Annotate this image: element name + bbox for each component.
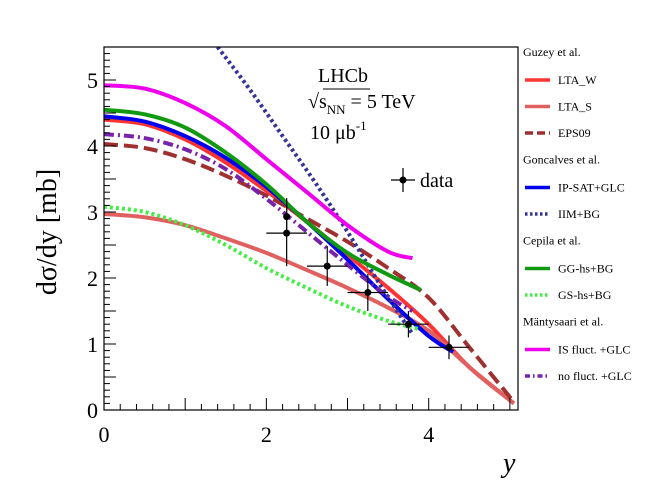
curve-gs-hs-bg	[104, 204, 422, 332]
curve-gg-hs-bg	[104, 107, 422, 292]
legend: Guzey et al. LTA_W LTA_S EPS09 Goncalves et …	[523, 45, 632, 383]
legend-label-gs-hs-bg: GS-hs+BG	[558, 288, 612, 302]
legend-group-header: Guzey et al.	[523, 45, 581, 59]
curve-is-fluct-glc	[104, 83, 413, 261]
data-legend-marker	[391, 168, 415, 192]
experiment-label: LHCb	[318, 65, 368, 87]
legend-label-gg-hs-bg: GG-hs+BG	[558, 262, 614, 276]
legend-label-eps09: EPS09	[558, 126, 591, 140]
y-tick-label: 2	[87, 266, 98, 291]
legend-label-ip-sat-glc: IP-SAT+GLC	[558, 181, 625, 195]
y-tick-label: 1	[87, 332, 98, 357]
data-legend-label: data	[420, 170, 453, 192]
plot-frame	[103, 46, 519, 411]
legend-label-lta-w: LTA_W	[558, 73, 597, 87]
data-point	[428, 335, 470, 360]
legend-group-header: Mäntysaari et al.	[523, 315, 603, 329]
legend-group-header: Cepila et al.	[523, 234, 581, 248]
y-tick-label: 5	[87, 68, 98, 93]
data-points	[266, 198, 470, 360]
legend-label-iim-bg: IIM+BG	[558, 207, 600, 221]
axes: 0 2 4 0 1 2 3 4 5	[87, 46, 519, 447]
x-axis-title: y	[500, 448, 516, 479]
x-tick-label: 0	[99, 422, 110, 447]
legend-label-lta-s: LTA_S	[558, 100, 592, 114]
y-tick-label: 4	[87, 134, 98, 159]
energy-label: √sNN = 5 TeV	[308, 91, 416, 117]
data-point	[283, 198, 291, 236]
curve-lta-w	[104, 117, 516, 405]
legend-label-is-fluct-glc: IS fluct. +GLC	[558, 343, 630, 357]
curve-no-fluct-glc	[104, 132, 414, 313]
y-tick-label: 0	[87, 398, 98, 423]
data-point	[306, 246, 348, 286]
x-tick-label: 4	[423, 422, 434, 447]
legend-label-no-fluct-glc: no fluct. +GLC	[558, 369, 632, 383]
y-tick-label: 3	[87, 200, 98, 225]
y-axis-title: dσ/dy [mb]	[32, 169, 63, 295]
legend-group-header: Goncalves et al.	[523, 153, 600, 167]
x-tick-label: 2	[261, 422, 272, 447]
annotation-block: LHCb √sNN = 5 TeV 10 μb-1 data	[308, 65, 453, 192]
curve-lta-s	[104, 211, 516, 405]
lumi-label: 10 μb-1	[310, 118, 367, 144]
data-point	[347, 274, 389, 311]
data-point	[388, 311, 429, 338]
curve-eps09	[104, 142, 516, 404]
